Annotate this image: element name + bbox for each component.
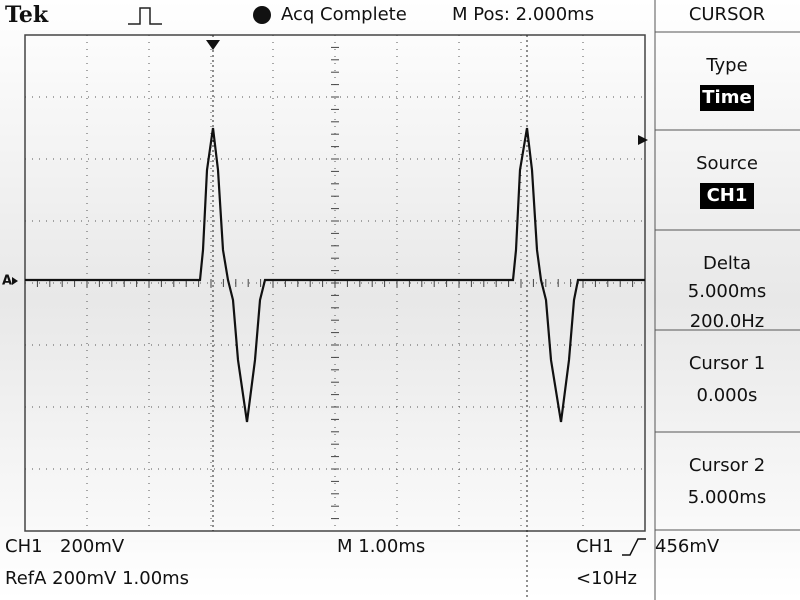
menu-value-highlight — [700, 85, 754, 111]
trigger-position-marker — [206, 40, 220, 50]
menu-title: CURSOR — [689, 4, 765, 25]
trigger-level: 456mV — [655, 536, 720, 557]
brand: Tek — [5, 2, 49, 28]
menu-value: 200.0Hz — [690, 311, 765, 332]
trigger-frequency: <10Hz — [576, 568, 637, 589]
menu-label: Source — [696, 153, 758, 174]
reference-info: RefA 200mV 1.00ms — [5, 568, 189, 589]
acquisition-status: Acq Complete — [281, 4, 407, 25]
menu: Type Time Source CH1 Delta 5.000ms 200.0Hz Curs… — [655, 31, 800, 531]
trigger-source: CH1 — [576, 536, 614, 557]
horizontal-position: M Pos: 2.000ms — [452, 4, 594, 25]
menu-value: 5.000ms — [688, 487, 766, 508]
channel: CH1 — [5, 536, 43, 557]
trigger-slope-icon — [622, 538, 646, 556]
trigger-level-marker — [638, 135, 648, 145]
status-indicator — [253, 6, 271, 24]
reference-marker: A — [2, 274, 12, 289]
menu-label: Type — [705, 55, 747, 76]
graticule — [24, 34, 646, 532]
menu-value: CH1 — [707, 185, 748, 206]
acquisition-icon — [128, 7, 162, 25]
timebase: M 1.00ms — [337, 536, 425, 557]
menu-label: Delta — [703, 253, 751, 274]
menu-value: 0.000s — [697, 385, 758, 406]
channel-scale: 200mV — [60, 536, 125, 557]
reference-arrow — [12, 277, 18, 285]
menu-value: 5.000ms — [688, 281, 766, 302]
waveform — [25, 127, 645, 423]
menu-value-highlight — [700, 183, 754, 209]
menu-label: Cursor 1 — [689, 353, 765, 374]
menu-label: Cursor 2 — [689, 455, 765, 476]
menu-value: Time — [702, 87, 751, 108]
screen-border — [24, 34, 646, 532]
